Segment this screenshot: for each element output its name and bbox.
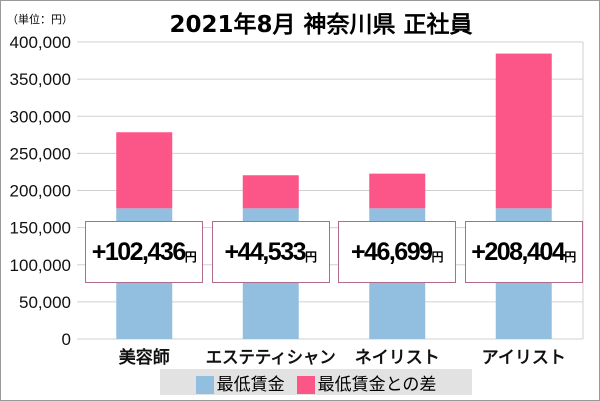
y-tick-label: 400,000 [10,33,71,52]
chart-title: 2021年8月 神奈川県 正社員 [169,12,473,38]
y-tick-label: 250,000 [10,144,71,163]
x-category-label: アイリスト [482,348,566,368]
data-label-unit: 円 [305,249,318,264]
data-label-unit: 円 [184,249,197,264]
bar-segment [495,53,552,209]
x-category-label: ネイリスト [355,348,440,368]
data-label-value: +208,404 [471,237,565,266]
y-tick-label: 150,000 [10,219,71,238]
data-label: +46,699 円 [338,221,457,283]
y-tick-label: 200,000 [10,182,71,201]
legend-swatch [296,375,315,394]
data-label: +208,404 円 [464,221,583,283]
data-label: +44,533 円 [211,221,330,283]
data-label-unit: 円 [431,249,444,264]
legend-item: 最低賃金 [195,370,285,395]
bar-segment [369,173,426,209]
legend-swatch [195,375,214,394]
data-label: +102,436 円 [85,221,204,283]
y-tick-label: 50,000 [19,293,71,312]
y-tick-label: 0 [62,330,71,349]
data-label-value: +44,533 [224,237,306,266]
legend: 最低賃金 最低賃金との差 [160,369,472,395]
legend-label: 最低賃金との差 [317,374,437,395]
legend-label: 最低賃金 [216,374,285,395]
data-label-unit: 円 [564,249,577,264]
y-tick-label: 300,000 [10,107,71,126]
y-tick-label: 100,000 [10,256,71,275]
y-tick-label: 350,000 [10,70,71,89]
legend-item: 最低賃金との差 [296,370,437,395]
data-label-value: +46,699 [350,237,433,266]
unit-label: （単位：円） [7,13,73,26]
bar-segment [242,175,299,209]
x-category-label: 美容師 [119,347,170,368]
x-category-label: エステティシャン [206,348,336,368]
bar-segment [116,132,173,209]
data-label-value: +102,436 [91,237,186,266]
